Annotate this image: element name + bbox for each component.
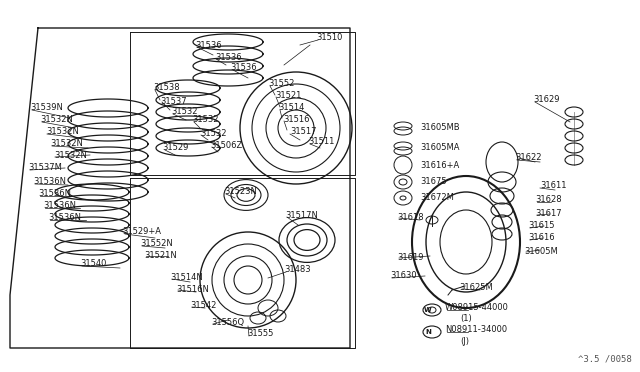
Text: 31616: 31616 xyxy=(528,234,555,243)
Text: 31536N: 31536N xyxy=(38,189,71,199)
Text: 31532N: 31532N xyxy=(54,151,87,160)
Text: 31538: 31538 xyxy=(153,83,180,93)
Text: 31514: 31514 xyxy=(278,103,305,112)
Text: 31552N: 31552N xyxy=(140,240,173,248)
Text: 31532N: 31532N xyxy=(50,140,83,148)
Text: N: N xyxy=(425,329,431,335)
Text: 31536N: 31536N xyxy=(43,202,76,211)
Text: 31529+A: 31529+A xyxy=(122,228,161,237)
Text: 31536N: 31536N xyxy=(33,177,66,186)
Text: 31615: 31615 xyxy=(528,221,554,231)
Text: 31619: 31619 xyxy=(397,253,424,263)
Text: 31617: 31617 xyxy=(535,208,562,218)
Text: 31532: 31532 xyxy=(192,115,218,125)
Text: 31555: 31555 xyxy=(247,330,273,339)
Text: W08915-44000: W08915-44000 xyxy=(445,304,509,312)
Text: 31532: 31532 xyxy=(171,108,198,116)
Text: 31536: 31536 xyxy=(195,41,221,49)
Text: 31611: 31611 xyxy=(540,182,566,190)
Text: 31521: 31521 xyxy=(275,92,301,100)
Text: 31536: 31536 xyxy=(230,64,257,73)
Text: 31517N: 31517N xyxy=(285,211,318,219)
Text: 31536N: 31536N xyxy=(48,214,81,222)
Text: 31616+A: 31616+A xyxy=(420,160,460,170)
Text: 31517: 31517 xyxy=(290,128,317,137)
Text: (J): (J) xyxy=(460,337,469,346)
Text: 31675: 31675 xyxy=(420,177,447,186)
Text: 31532: 31532 xyxy=(200,128,227,138)
Text: 31622: 31622 xyxy=(515,154,541,163)
Text: 31516N: 31516N xyxy=(176,285,209,294)
Text: W: W xyxy=(424,307,432,313)
Text: 31618: 31618 xyxy=(397,214,424,222)
Text: 31516: 31516 xyxy=(283,115,310,125)
Text: 31532N: 31532N xyxy=(46,128,79,137)
Text: (1): (1) xyxy=(460,314,472,324)
Text: 31605MB: 31605MB xyxy=(420,124,460,132)
Text: 31630: 31630 xyxy=(390,272,417,280)
Text: 31521N: 31521N xyxy=(144,250,177,260)
Text: 31511: 31511 xyxy=(308,138,334,147)
Text: 31540: 31540 xyxy=(80,260,106,269)
Text: 31514N: 31514N xyxy=(170,273,203,282)
Text: 31523N: 31523N xyxy=(224,187,257,196)
Text: N08911-34000: N08911-34000 xyxy=(445,326,507,334)
Text: 31672M: 31672M xyxy=(420,193,454,202)
Text: 31605MA: 31605MA xyxy=(420,144,460,153)
Text: 31605M: 31605M xyxy=(524,247,557,256)
Text: 31552: 31552 xyxy=(268,80,294,89)
Text: 31628: 31628 xyxy=(535,196,562,205)
Text: 31529: 31529 xyxy=(162,144,188,153)
Text: 31629: 31629 xyxy=(533,96,559,105)
Text: 31556Q: 31556Q xyxy=(211,317,244,327)
Text: 31483: 31483 xyxy=(284,266,310,275)
Text: 31506Z: 31506Z xyxy=(210,141,243,151)
Text: 31537: 31537 xyxy=(160,96,187,106)
Text: ^3.5 /0058: ^3.5 /0058 xyxy=(579,355,632,364)
Text: 31539N: 31539N xyxy=(30,103,63,112)
Text: 31537M: 31537M xyxy=(28,164,62,173)
Text: 31510: 31510 xyxy=(316,33,342,42)
Text: 31542: 31542 xyxy=(190,301,216,310)
Text: 31536: 31536 xyxy=(215,52,242,61)
Text: 31532N: 31532N xyxy=(40,115,73,125)
Text: 31625M: 31625M xyxy=(459,282,493,292)
